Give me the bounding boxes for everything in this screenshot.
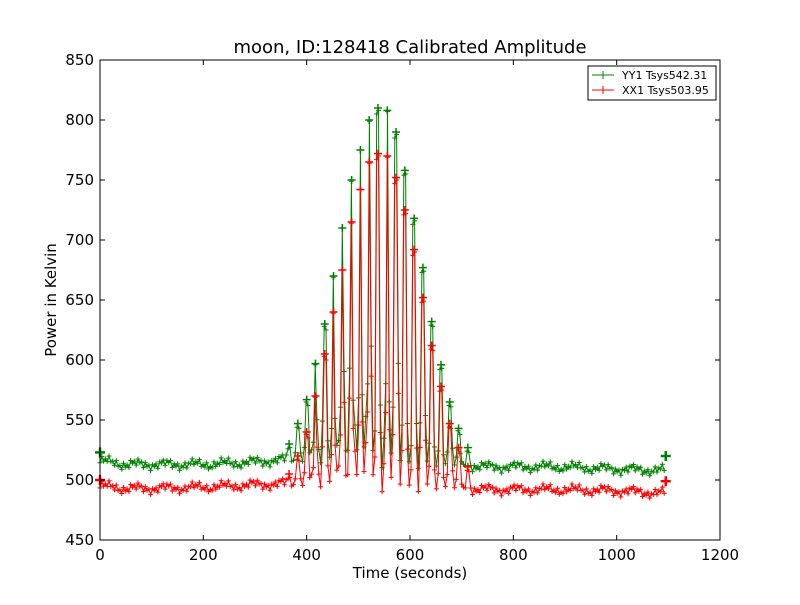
- axis-layer: 0 200 400 600 800 1000 1200 450 500 550 600 650 700 7…: [65, 51, 739, 564]
- legend-label: XX1 Tsys503.95: [622, 84, 709, 97]
- y-tick-label: 850: [65, 51, 94, 69]
- legend-frame: [587, 65, 717, 101]
- x-tick-label: 800: [499, 546, 528, 564]
- series-markers: [97, 153, 667, 501]
- chart-title: moon, ID:128418 Calibrated Amplitude: [233, 37, 586, 58]
- y-axis-label: Power in Kelvin: [42, 243, 60, 357]
- x-tick-label: 1000: [598, 546, 636, 564]
- series-yy1: [95, 104, 671, 479]
- y-tick-label: 600: [65, 351, 94, 369]
- y-tick-label: 750: [65, 171, 94, 189]
- x-tick-label: 600: [396, 546, 425, 564]
- x-tick-label: 0: [95, 546, 105, 564]
- y-tick-label: 550: [65, 411, 94, 429]
- legend-label: YY1 Tsys542.31: [621, 69, 707, 82]
- y-tick-label: 700: [65, 231, 94, 249]
- y-tick-label: 800: [65, 111, 94, 129]
- x-tick-label: 1200: [701, 546, 739, 564]
- legend: YY1 Tsys542.31 XX1 Tsys503.95: [587, 65, 717, 101]
- x-tick-label: 400: [292, 546, 321, 564]
- y-tick-label: 450: [65, 531, 94, 549]
- legend-item: XX1 Tsys503.95: [592, 84, 709, 97]
- series-layer: [95, 104, 671, 501]
- y-tick-label: 500: [65, 471, 94, 489]
- x-axis-label: Time (seconds): [352, 564, 468, 582]
- legend-item: YY1 Tsys542.31: [592, 69, 707, 82]
- y-tick-label: 650: [65, 291, 94, 309]
- x-tick-label: 200: [189, 546, 218, 564]
- series-xx1: [95, 149, 671, 501]
